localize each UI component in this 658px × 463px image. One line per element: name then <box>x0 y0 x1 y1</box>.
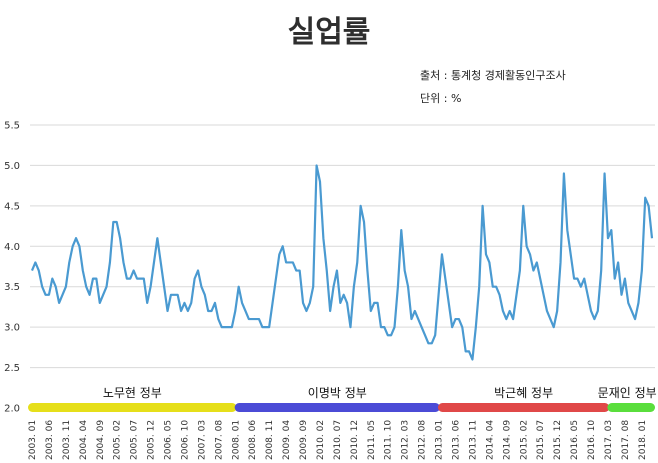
x-tick-label: 2003. 11 <box>62 420 72 460</box>
y-tick-label: 4.0 <box>4 242 20 253</box>
era-label: 박근혜 정부 <box>494 386 553 400</box>
x-tick-label: 2016. 05 <box>570 420 580 460</box>
x-tick-label: 2005. 02 <box>113 420 123 460</box>
x-tick-label: 2010. 12 <box>350 420 360 460</box>
x-tick-label: 2015. 07 <box>536 420 546 460</box>
x-tick-label: 2009. 04 <box>282 420 292 460</box>
x-tick-label: 2005. 12 <box>147 420 157 460</box>
x-tick-label: 2017. 08 <box>621 420 631 460</box>
x-tick-label: 2012. 08 <box>418 420 428 460</box>
era-bar <box>607 403 655 412</box>
x-tick-label: 2015. 02 <box>519 420 529 460</box>
chart-title: 실업률 <box>288 15 371 50</box>
y-tick-label: 2.0 <box>4 404 20 415</box>
y-tick-label: 2.5 <box>4 363 20 374</box>
x-tick-label: 2008. 01 <box>231 420 241 460</box>
chart-unit: 단위 : % <box>420 92 461 105</box>
gridlines <box>30 124 655 409</box>
x-tick-label: 2003. 01 <box>28 420 38 460</box>
y-axis: 2.0 2.5 3.0 3.5 4.0 4.5 5.0 5.5 <box>4 121 20 415</box>
y-tick-label: 4.5 <box>4 201 20 212</box>
era-bar <box>437 403 610 412</box>
x-tick-label: 2006. 10 <box>180 420 190 460</box>
series-line-unemployment <box>30 164 654 361</box>
y-tick-label: 5.5 <box>4 121 20 132</box>
x-tick-label: 2010. 07 <box>333 420 343 460</box>
x-tick-label: 2013. 11 <box>468 420 478 460</box>
x-axis: 2003. 01 2003. 06 2003. 11 2004. 04 2004. 09… <box>28 420 648 460</box>
y-tick-label: 5.0 <box>4 161 20 172</box>
x-tick-label: 2015. 12 <box>553 420 563 460</box>
x-tick-label: 2011. 10 <box>384 420 394 460</box>
x-tick-label: 2003. 06 <box>45 420 55 460</box>
era-label: 문재인 정부 <box>598 386 657 400</box>
era-bars: 노무현 정부 이명박 정부 박근혜 정부 문재인 정부 <box>28 386 657 412</box>
x-tick-label: 2018. 01 <box>638 420 648 460</box>
plot-area <box>30 164 654 361</box>
x-tick-label: 2013. 01 <box>435 420 445 460</box>
x-tick-label: 2004. 09 <box>96 420 106 460</box>
y-tick-label: 3.5 <box>4 282 20 293</box>
x-tick-label: 2008. 11 <box>265 420 275 460</box>
era-bar <box>234 403 440 412</box>
x-tick-label: 2007. 08 <box>214 420 224 460</box>
x-tick-label: 2009. 09 <box>299 420 309 460</box>
x-tick-label: 2014. 04 <box>485 420 495 460</box>
x-tick-label: 2013. 06 <box>451 420 461 460</box>
era-label: 노무현 정부 <box>103 386 162 400</box>
era-label: 이명박 정부 <box>308 386 367 400</box>
x-tick-label: 2014. 09 <box>502 420 512 460</box>
x-tick-label: 2008. 06 <box>248 420 258 460</box>
x-tick-label: 2006. 05 <box>164 420 174 460</box>
x-tick-label: 2004. 04 <box>79 420 89 460</box>
x-tick-label: 2010. 02 <box>316 420 326 460</box>
chart-source: 출처 : 통계청 경제활동인구조사 <box>420 68 566 82</box>
x-tick-label: 2012. 03 <box>401 420 411 460</box>
y-tick-label: 3.0 <box>4 323 20 334</box>
x-tick-label: 2007. 03 <box>197 420 207 460</box>
x-tick-label: 2016. 10 <box>587 420 597 460</box>
x-tick-label: 2011. 05 <box>367 420 377 460</box>
era-bar <box>28 403 237 412</box>
x-tick-label: 2017. 03 <box>604 420 614 460</box>
x-tick-label: 2005. 07 <box>130 420 140 460</box>
